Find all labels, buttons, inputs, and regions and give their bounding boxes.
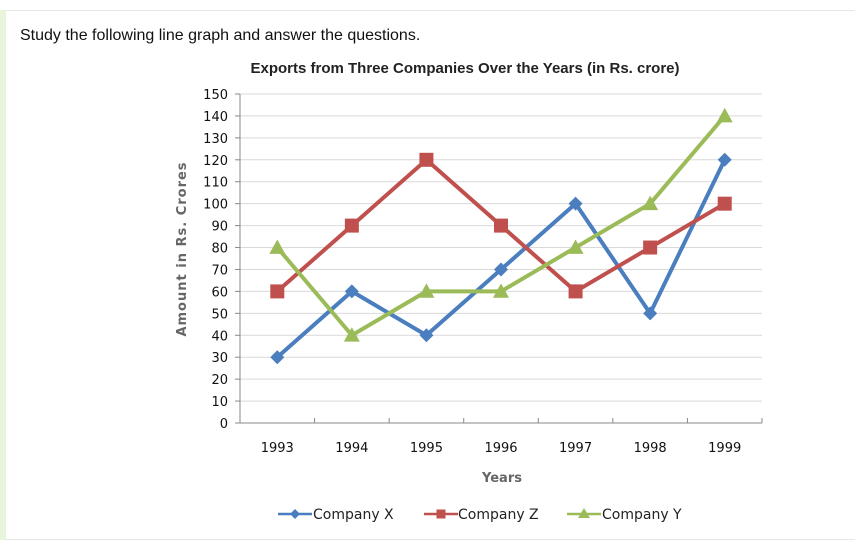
- point-company-x-1994: [344, 284, 359, 299]
- y-axis-label: Amount in Rs. Crores: [175, 161, 190, 336]
- series-group: [269, 107, 733, 365]
- axes: [235, 93, 763, 424]
- series-company-y: [269, 107, 733, 342]
- point-company-x-1995: [419, 328, 434, 343]
- legend-label-company-x: Company X: [313, 507, 394, 523]
- y-tick-label-30: 30: [211, 351, 228, 366]
- y-tick-label-50: 50: [211, 307, 228, 322]
- x-tick-label-1994: 1994: [335, 441, 368, 456]
- point-company-z-1998: [643, 240, 658, 255]
- y-tick-label-80: 80: [211, 242, 228, 257]
- y-tick-label-130: 130: [203, 132, 228, 147]
- y-tick-label-40: 40: [211, 329, 228, 344]
- point-company-z-1997: [568, 284, 583, 299]
- legend-label-company-z: Company Z: [458, 507, 539, 523]
- point-company-z-1994: [344, 218, 359, 233]
- x-tick-label-1995: 1995: [410, 441, 443, 456]
- y-tick-label-120: 120: [203, 154, 228, 169]
- x-tick-label-1998: 1998: [634, 441, 667, 456]
- point-company-y-1998: [642, 195, 659, 211]
- y-tick-label-100: 100: [203, 198, 228, 213]
- point-company-y-1993: [269, 239, 286, 254]
- series-company-x: [270, 152, 732, 365]
- x-tick-label-1996: 1996: [484, 441, 517, 456]
- point-company-z-1993: [270, 284, 285, 299]
- point-company-z-1999: [717, 196, 732, 211]
- y-tick-label-0: 0: [220, 417, 228, 432]
- legend-label-company-y: Company Y: [602, 507, 682, 523]
- y-tick-label-140: 140: [203, 110, 228, 125]
- x-tick-label-1997: 1997: [559, 441, 592, 456]
- question-instruction: Study the following line graph and answe…: [20, 27, 421, 44]
- legend-marker-company-x: [290, 509, 300, 519]
- content-frame: [0, 10, 855, 540]
- legend-marker-company-y: [578, 508, 590, 518]
- x-axis-label: Years: [481, 471, 522, 486]
- y-tick-label-20: 20: [211, 373, 228, 388]
- point-company-x-1997: [568, 196, 583, 211]
- y-tick-label-60: 60: [211, 285, 228, 300]
- y-tick-label-150: 150: [203, 88, 228, 103]
- point-company-z-1996: [494, 218, 508, 233]
- x-tick-labels: 1993 1994 1995 1996 1997 1998 1999: [261, 441, 742, 456]
- point-company-y-1999: [716, 107, 733, 123]
- point-company-z-1995: [419, 152, 434, 167]
- legend-marker-company-z: [436, 509, 446, 519]
- legend-item-company-x: Company X: [278, 507, 394, 523]
- point-company-y-1994: [343, 327, 360, 342]
- left-accent-bar: [0, 10, 6, 540]
- legend-item-company-z: Company Z: [424, 507, 539, 523]
- point-company-y-1995: [418, 283, 435, 298]
- y-tick-label-90: 90: [211, 220, 228, 235]
- x-tick-label-1993: 1993: [261, 441, 294, 456]
- point-company-x-1999: [717, 152, 732, 167]
- legend-item-company-y: Company Y: [567, 507, 682, 523]
- y-tick-label-110: 110: [203, 176, 228, 191]
- legend: Company X Company Z Company Y: [278, 507, 682, 523]
- point-company-x-1993: [270, 350, 285, 365]
- point-company-x-1998: [643, 306, 658, 321]
- point-company-y-1997: [567, 239, 584, 254]
- point-company-x-1996: [494, 262, 508, 277]
- point-company-y-1996: [493, 283, 509, 298]
- y-tick-labels: 0 10 20 30 40 50 60 70 80 90 100 110 120 130 140 150: [203, 88, 228, 432]
- y-tick-label-70: 70: [211, 263, 228, 278]
- y-tick-label-10: 10: [211, 395, 228, 410]
- x-tick-label-1999: 1999: [708, 441, 741, 456]
- series-company-z: [270, 152, 732, 299]
- chart-title: Exports from Three Companies Over the Ye…: [250, 60, 679, 77]
